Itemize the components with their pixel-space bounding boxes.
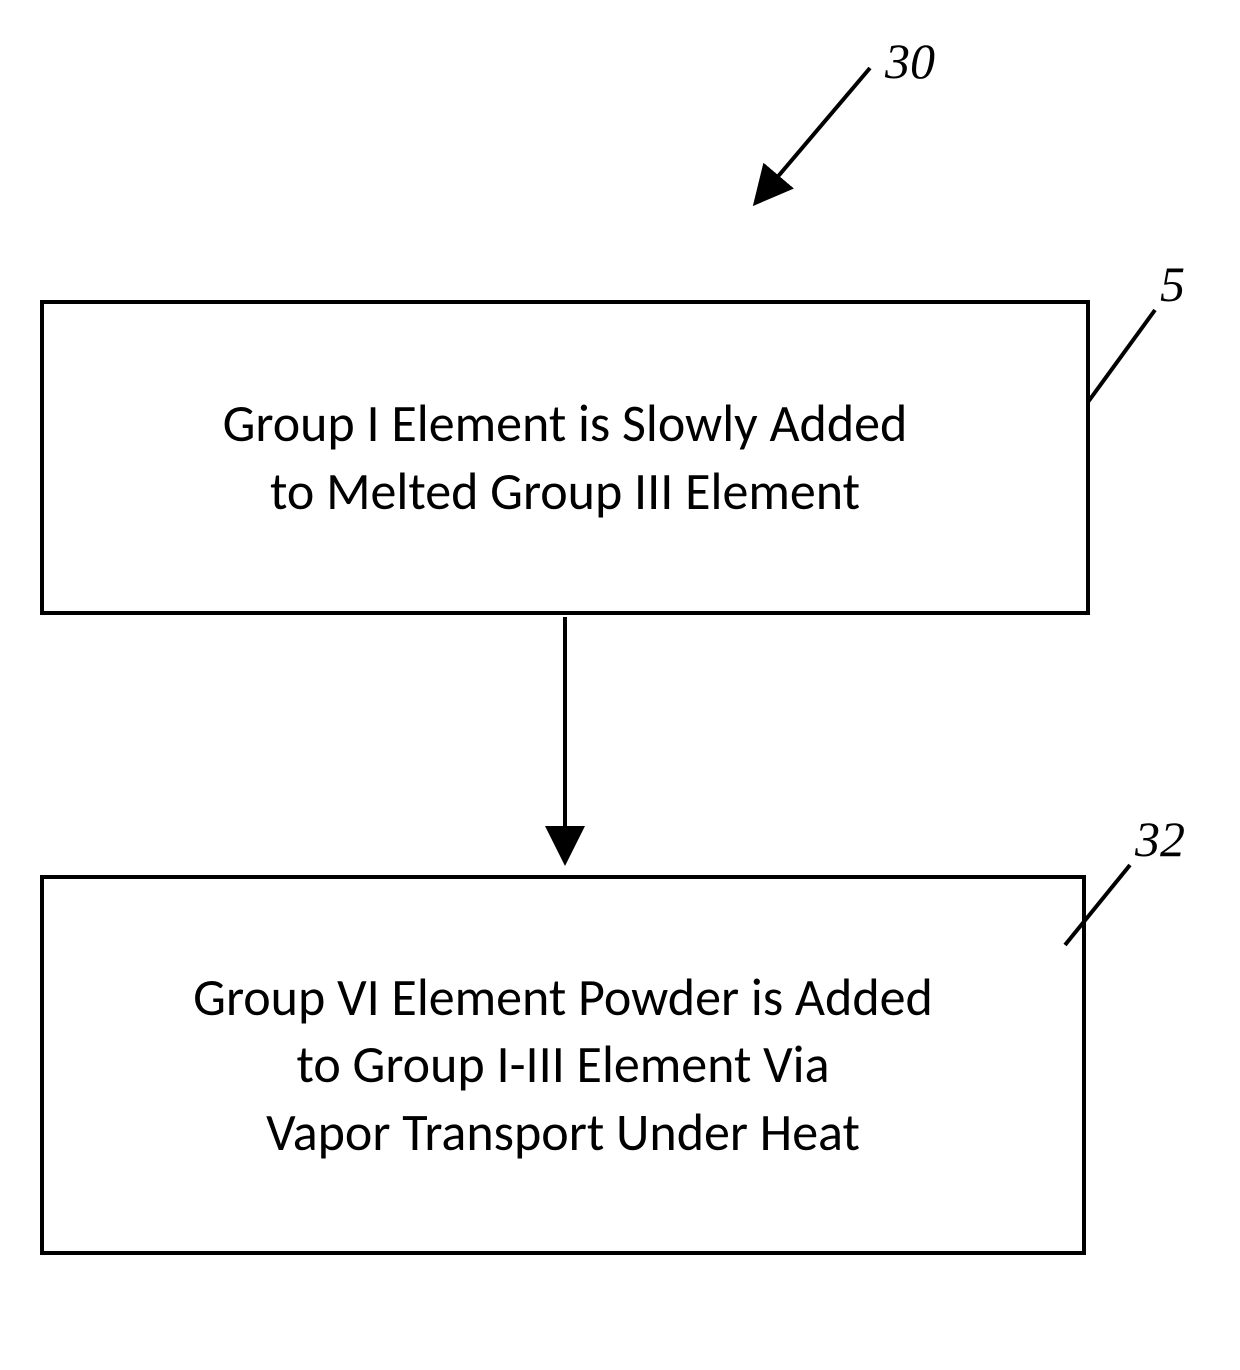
flowchart-box-1: Group I Element is Slowly Added to Melte… xyxy=(40,300,1090,615)
diagram-ref-label: 30 xyxy=(885,32,935,90)
flowchart-box-2: Group VI Element Powder is Added to Grou… xyxy=(40,875,1086,1255)
box2-ref-label: 32 xyxy=(1135,810,1185,868)
box1-text: Group I Element is Slowly Added to Melte… xyxy=(223,390,908,525)
label-text: 5 xyxy=(1160,256,1185,312)
box1-ref-label: 5 xyxy=(1160,255,1185,313)
box2-text: Group VI Element Powder is Added to Grou… xyxy=(193,964,933,1167)
label-text: 32 xyxy=(1135,811,1185,867)
label-text: 30 xyxy=(885,33,935,89)
